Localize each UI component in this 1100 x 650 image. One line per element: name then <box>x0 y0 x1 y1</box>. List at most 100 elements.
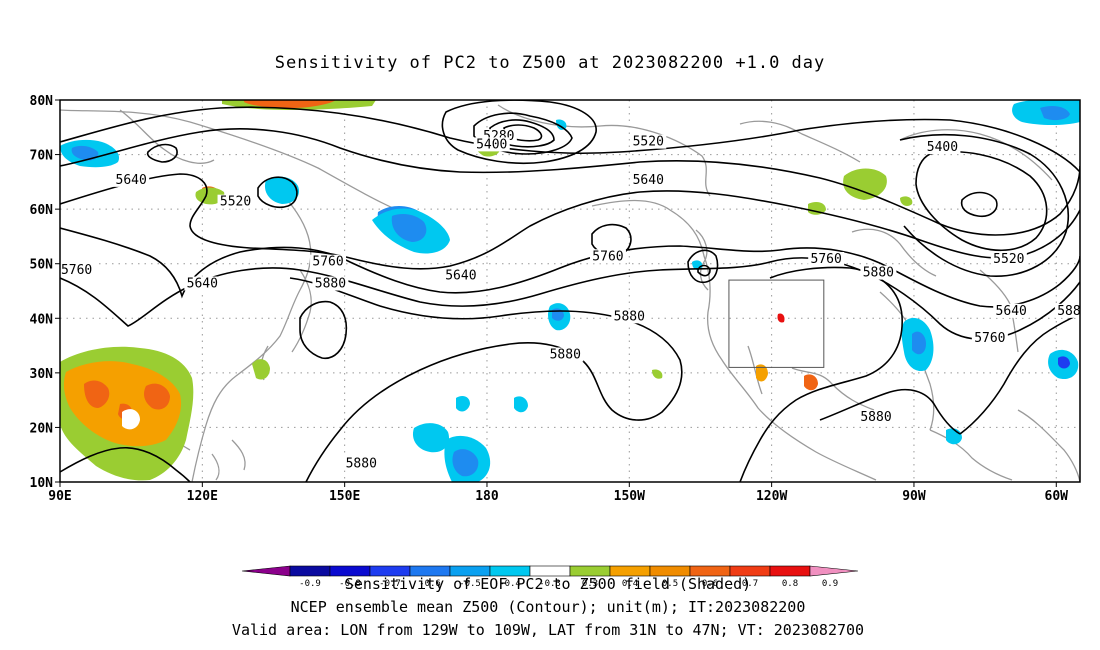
lat-tick-label: 70N <box>30 149 54 164</box>
lon-tick-label: 150E <box>329 489 360 504</box>
contour-label-bg <box>589 249 626 264</box>
colorbar-label: -0.6 <box>419 579 441 589</box>
shade-bering-blue <box>264 176 300 204</box>
colorbar-low-arrow <box>241 565 291 577</box>
shade-pacific-blue-1 <box>412 423 450 453</box>
colorbar-label: 0.8 <box>782 579 798 589</box>
coastlines <box>60 104 1080 482</box>
contour-label-bg <box>312 276 349 291</box>
shade-japan-green <box>252 359 270 380</box>
footer-line-3: Valid area: LON from 129W to 109W, LAT f… <box>232 621 864 639</box>
colorbar-label: 0.7 <box>742 579 758 589</box>
contour-label-bg <box>1054 303 1080 318</box>
contour-label-bg <box>310 254 347 269</box>
shade-atlantic-far-core <box>1058 356 1070 369</box>
shade-atlantic-blue-core <box>912 331 926 355</box>
contour-label: 5880 <box>863 266 894 281</box>
shade-arctic-blue-core <box>71 145 99 161</box>
contour-label: 5880 <box>315 277 346 292</box>
map-title: Sensitivity of PC2 to Z500 at 2023082200… <box>275 53 826 73</box>
shade-asia-orange-red <box>84 380 170 420</box>
shade-pacific-blue-3 <box>452 449 479 477</box>
shade-arctic-top-orange <box>244 100 336 108</box>
contour-label: 5760 <box>61 263 92 278</box>
contour-label: 5640 <box>116 173 147 188</box>
contour-label: 5880 <box>346 457 377 472</box>
contour-label: 5880 <box>614 309 645 324</box>
lon-tick-label: 180 <box>475 489 499 504</box>
lon-tick-label: 150W <box>614 489 645 504</box>
colorbar-label: 0.3 <box>582 579 598 589</box>
map-frame <box>59 99 1081 483</box>
contour-label-bg <box>473 137 510 152</box>
contour-label-bg <box>993 303 1030 318</box>
contour-label: 5400 <box>476 137 507 152</box>
shade-asia-white-gap <box>122 409 140 430</box>
lat-tick-label: 30N <box>30 367 54 382</box>
shade-gulf-green <box>652 369 663 379</box>
colorbar-label: -0.8 <box>339 579 361 589</box>
shade-ne-green <box>808 202 826 215</box>
colorbar-label: -0.4 <box>499 579 521 589</box>
contour-label: 5520 <box>220 195 251 210</box>
contour-label: 5880 <box>1057 304 1088 319</box>
contour-label-bg <box>113 172 150 187</box>
shade-canada-green <box>900 196 913 206</box>
shade-pacific-blue-5 <box>514 396 528 413</box>
contour-label-bg <box>184 276 221 291</box>
contour-label: 5520 <box>633 135 664 150</box>
sensitivity-shading <box>60 100 1080 482</box>
colorbar-swatch <box>769 565 811 577</box>
colorbar-high-arrow <box>809 565 859 577</box>
shade-greenland-blue-core <box>1040 106 1070 121</box>
contour-label-bg <box>442 268 479 283</box>
shade-mexico-orange <box>756 364 768 382</box>
lat-tick-label: 50N <box>30 258 54 273</box>
lat-tick-label: 20N <box>30 421 54 436</box>
contour-label-bg <box>971 331 1008 346</box>
shade-gulf-orange <box>804 374 818 391</box>
axis-labels: 90E 120E 150E 180 150W 120W 90W 60W 10N 20N 30N 40N… <box>30 94 1069 504</box>
contour-label-bg <box>860 265 897 280</box>
lat-tick-label: 40N <box>30 312 54 327</box>
contour-label: 5760 <box>312 255 343 270</box>
lon-tick-label: 90W <box>902 489 926 504</box>
lat-tick-label: 10N <box>30 476 54 491</box>
colorbar-label: 0.9 <box>822 579 838 589</box>
shade-pacific-blue-4 <box>456 396 470 412</box>
colorbar-label: -0.7 <box>379 579 401 589</box>
colorbar-label: -0.5 <box>459 579 481 589</box>
shade-hudson-green <box>843 168 887 200</box>
valid-area-box <box>728 279 825 368</box>
shade-kurile-green <box>195 187 225 205</box>
contour-label-bg <box>343 456 380 471</box>
footer-line-2: NCEP ensemble mean Z500 (Contour); unit(… <box>291 598 806 616</box>
lat-tick-label: 60N <box>30 203 54 218</box>
contour-label: 5760 <box>811 252 842 267</box>
lon-tick-label: 120E <box>187 489 218 504</box>
contour-label-bg <box>990 251 1027 266</box>
contour-label: 5400 <box>927 140 958 155</box>
contour-label-bg <box>60 262 95 277</box>
colorbar-label: -0.3 <box>539 579 561 589</box>
lon-tick-label: 90E <box>48 489 71 504</box>
colorbar-label: 0.5 <box>662 579 678 589</box>
contour-label-bg <box>858 410 894 425</box>
contour-label-bg <box>611 309 648 324</box>
footer-line-1: Sensitivity of EOF PC2 to Z500 field (Sh… <box>345 575 751 593</box>
contour-label: 5520 <box>993 252 1024 267</box>
colorbar-label: 0.6 <box>702 579 718 589</box>
shade-kamchatka-core <box>391 214 427 242</box>
shade-coast-red <box>777 313 785 323</box>
lon-tick-label: 120W <box>756 489 787 504</box>
contour-label-bg <box>630 172 667 187</box>
colorbar-label: 0.4 <box>622 579 638 589</box>
contour-label: 5880 <box>550 347 581 362</box>
contour-label: 5880 <box>860 410 891 425</box>
shade-arctic-small-blue <box>556 119 567 130</box>
graticule <box>60 100 1080 482</box>
contour-label: 5640 <box>187 277 218 292</box>
